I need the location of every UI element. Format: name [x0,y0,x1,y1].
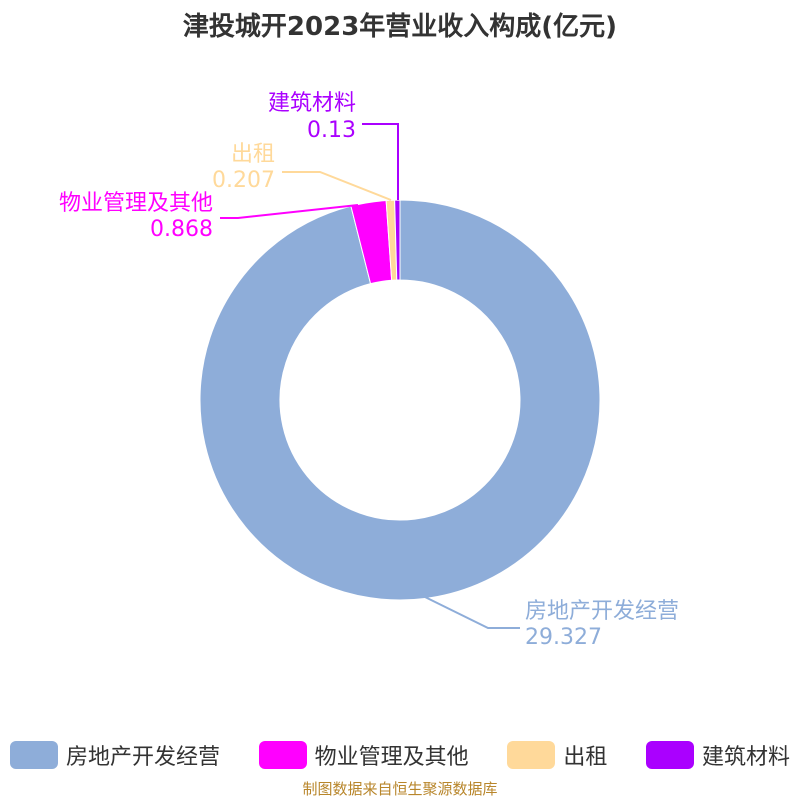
chart-title: 津投城开2023年营业收入构成(亿元) [182,12,618,42]
legend-label: 房地产开发经营 [66,745,221,770]
source-note: 制图数据来自恒生聚源数据库 [302,780,498,798]
legend-swatch [645,741,694,769]
label-leader-line [282,171,392,201]
legend-swatch [258,741,307,769]
label-leader-line [424,596,520,629]
legend-label: 建筑材料 [701,745,790,770]
slice-label-name: 房地产开发经营 [525,599,679,624]
legend-label: 出租 [563,745,608,770]
legend-item[interactable]: 物业管理及其他 [258,739,469,771]
slice-label-value: 0.868 [150,217,213,242]
legend-item[interactable]: 房地产开发经营 [10,739,220,771]
slice-label-name: 出租 [231,142,275,167]
slice-label-value: 29.327 [525,625,602,650]
legend-item[interactable]: 建筑材料 [645,739,790,771]
label-leader-line [362,123,399,200]
legend-swatch [10,741,58,769]
legend-item[interactable]: 出租 [507,739,607,771]
donut-slice [394,199,401,281]
slice-label-name: 物业管理及其他 [59,191,213,216]
legend-swatch [507,741,556,769]
legend-label: 物业管理及其他 [314,745,469,770]
slice-label-name: 建筑材料 [268,91,356,116]
label-leader-line [220,204,359,219]
legend: 房地产开发经营 物业管理及其他 出租 建筑材料 [10,737,790,773]
donut-slice [199,199,601,601]
slice-label-value: 0.13 [307,118,356,143]
slice-label-value: 0.207 [212,168,275,193]
